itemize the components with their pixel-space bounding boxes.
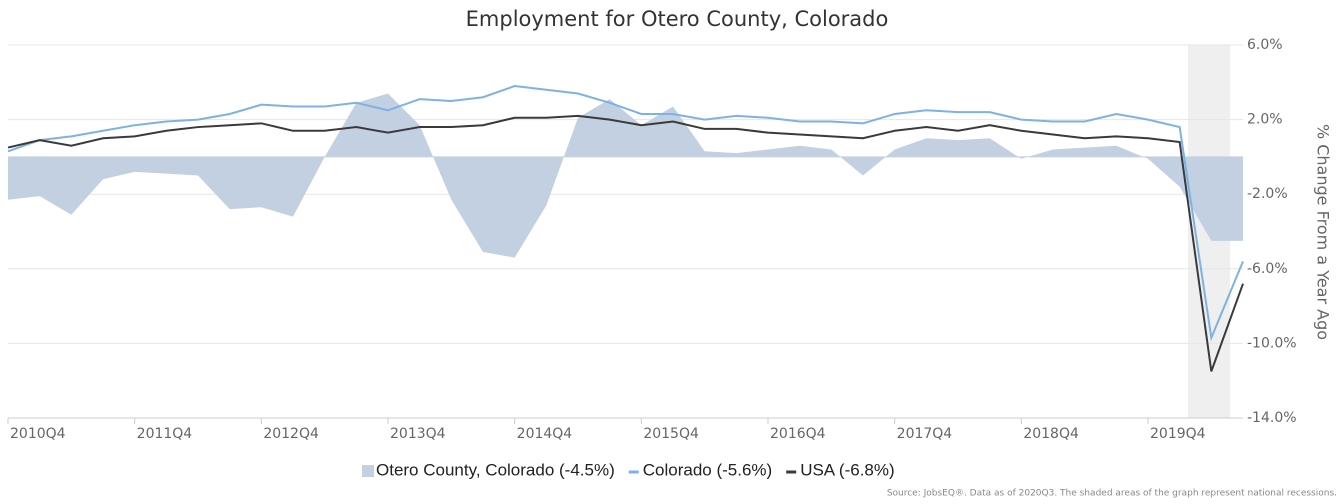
x-tick-label: 2017Q4: [897, 426, 953, 442]
line: [7, 85, 1244, 342]
y-tick-label: -10.0%: [1247, 335, 1297, 351]
legend-label: Colorado (-5.6%): [643, 460, 772, 479]
area: [8, 93, 1243, 258]
y-tick-label: -2.0%: [1247, 186, 1288, 202]
legend: Otero County, Colorado (-4.5%) Colorado (…: [362, 460, 895, 479]
legend-label: Otero County, Colorado (-4.5%): [376, 460, 615, 479]
x-tick-label: 2013Q4: [390, 426, 446, 442]
legend-swatch: [362, 465, 374, 477]
y-axis-label: % Change From a Year Ago: [1314, 124, 1333, 340]
source-note: Source: JobsEQ®. Data as of 2020Q3. The …: [887, 489, 1337, 499]
x-tick-label: 2011Q4: [137, 426, 193, 442]
y-tick-label: -6.0%: [1247, 261, 1288, 277]
x-tick-label: 2019Q4: [1150, 426, 1206, 442]
y-tick-label: -14.0%: [1247, 410, 1297, 426]
x-tick-label: 2015Q4: [643, 426, 699, 442]
line: [7, 114, 1244, 372]
x-tick-label: 2018Q4: [1023, 426, 1079, 442]
y-tick-label: 6.0%: [1247, 37, 1283, 53]
x-tick-label: 2010Q4: [10, 426, 66, 442]
chart-title: Employment for Otero County, Colorado: [466, 7, 889, 31]
x-tick-label: 2012Q4: [263, 426, 319, 442]
y-tick-label: 2.0%: [1247, 112, 1283, 128]
x-tick-label: 2014Q4: [517, 426, 573, 442]
x-tick-label: 2016Q4: [770, 426, 826, 442]
legend-label: USA (-6.8%): [800, 460, 894, 479]
